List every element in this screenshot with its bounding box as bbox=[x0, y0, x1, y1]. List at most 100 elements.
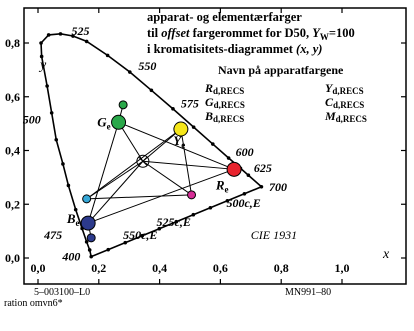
purple-dot-4 bbox=[157, 226, 162, 231]
y-tick-label-2: 0,4 bbox=[5, 144, 20, 158]
wavelength-label-625: 625 bbox=[254, 161, 272, 175]
gamut-edge-0 bbox=[118, 121, 235, 170]
locus-dot-19 bbox=[171, 107, 175, 111]
annotation-0: 500c,E bbox=[226, 196, 260, 210]
locus-dot-11 bbox=[39, 41, 43, 45]
purple-dot-7 bbox=[208, 205, 213, 210]
plot-frame bbox=[23, 7, 407, 285]
spectral-locus bbox=[39, 32, 264, 259]
annotation-2: 550c,E bbox=[123, 228, 157, 242]
white-ray-3 bbox=[142, 128, 182, 162]
gamut-lines bbox=[86, 104, 235, 238]
gamut-edge-5 bbox=[180, 128, 193, 195]
purple-dot-5 bbox=[174, 219, 179, 224]
point-g2 bbox=[118, 100, 128, 110]
wavelength-label-550: 550 bbox=[138, 59, 156, 73]
point-b2 bbox=[86, 233, 96, 243]
locus-dot-20 bbox=[191, 125, 196, 129]
point-label-ge: Ge bbox=[97, 114, 110, 131]
point-y bbox=[173, 121, 189, 137]
point-g bbox=[111, 114, 127, 130]
footer-left-2: ration omvn6* bbox=[4, 298, 63, 309]
legend-entries: Rd,RECS Gd,RECS Bd,RECS Yd,RECS Cd,RECS … bbox=[204, 81, 367, 124]
legend-heading: Navn på apparatfargene bbox=[218, 63, 344, 77]
purple-dot-3 bbox=[140, 233, 145, 238]
annotation-1: 525c,E bbox=[157, 215, 191, 229]
point-label-be: Be bbox=[66, 211, 80, 228]
gamut-edge-4 bbox=[86, 194, 192, 200]
locus-dot-17 bbox=[128, 70, 132, 74]
x-tick-label-2: 0,4 bbox=[152, 261, 167, 275]
legend-entry-y: Yd,RECS bbox=[325, 81, 364, 96]
footer-left-1: 5–003100–L0 bbox=[34, 287, 90, 298]
y-tick-label-0: 0,0 bbox=[5, 251, 20, 265]
gamut-edge-1 bbox=[87, 122, 120, 224]
locus-dot-9 bbox=[45, 84, 49, 88]
point-b bbox=[80, 215, 96, 231]
annotation-3: CIE 1931 bbox=[251, 228, 297, 242]
legend-entry-m: Md,RECS bbox=[324, 109, 367, 124]
purple-dot-6 bbox=[191, 212, 196, 217]
grid-and-ticks: 0,0 0,2 0,4 0,6 0,8 1,0 0,0 0,2 0,4 0,6 0,8 bbox=[5, 8, 406, 284]
title-line-3: i kromatisitets-diagrammet (x, y) bbox=[147, 42, 322, 56]
legend-entry-b: Bd,RECS bbox=[204, 109, 244, 124]
purple-dot-1 bbox=[106, 247, 111, 252]
wavelength-label-475: 475 bbox=[43, 228, 62, 242]
y-tick-label-4: 0,8 bbox=[5, 36, 20, 50]
white-ray-4 bbox=[86, 160, 144, 200]
legend-entry-g: Gd,RECS bbox=[205, 95, 245, 110]
point-c bbox=[82, 194, 92, 204]
locus-dot-13 bbox=[58, 32, 63, 36]
locus-dot-15 bbox=[84, 39, 89, 44]
x-tick-label-3: 0,6 bbox=[213, 261, 228, 275]
x-tick-label-0: 0,0 bbox=[31, 261, 46, 275]
y-tick-label-3: 0,6 bbox=[5, 90, 20, 104]
white-ray-0 bbox=[142, 160, 235, 170]
locus-dot-5 bbox=[66, 183, 71, 188]
locus-dot-22 bbox=[226, 156, 231, 160]
purple-dot-9 bbox=[242, 191, 247, 196]
locus-dot-25 bbox=[259, 184, 264, 189]
point-label-ye: Ye bbox=[173, 133, 185, 150]
y-tick-label-1: 0,2 bbox=[5, 197, 20, 211]
wavelength-label-575: 575 bbox=[181, 97, 199, 111]
title-line-2: til offset fargerommet for D50, YW=100 bbox=[147, 26, 355, 42]
device-color-points bbox=[80, 100, 242, 243]
x-tick-label-4: 0,8 bbox=[274, 261, 289, 275]
white-point-circle bbox=[136, 154, 150, 168]
locus-dot-4 bbox=[73, 207, 78, 212]
white-point-cross-b bbox=[138, 156, 148, 166]
white-ray-1 bbox=[118, 122, 144, 162]
point-m bbox=[187, 190, 197, 200]
legend-entry-c: Cd,RECS bbox=[325, 95, 364, 110]
wavelength-label-600: 600 bbox=[236, 145, 254, 159]
locus-dot-1 bbox=[87, 248, 92, 252]
locus-dot-18 bbox=[149, 88, 154, 93]
wavelength-label-525: 525 bbox=[71, 24, 89, 38]
point-r bbox=[226, 161, 242, 177]
white-ray-5 bbox=[142, 160, 192, 196]
locus-dot-10 bbox=[39, 54, 44, 59]
point-label-re: Re bbox=[215, 177, 229, 194]
locus-dot-21 bbox=[211, 142, 215, 146]
x-tick-label-5: 1,0 bbox=[335, 261, 350, 275]
legend-entry-r: Rd,RECS bbox=[204, 81, 244, 96]
white-ray-2 bbox=[87, 160, 144, 224]
gamut-edge-3 bbox=[86, 128, 182, 200]
locus-dot-24 bbox=[246, 173, 251, 178]
locus-dot-2 bbox=[84, 240, 89, 244]
x-tick-label-1: 0,2 bbox=[91, 261, 106, 275]
locus-curve bbox=[40, 33, 262, 257]
locus-dot-8 bbox=[49, 111, 54, 115]
wavelength-label-700: 700 bbox=[269, 180, 287, 194]
wavelength-label-500: 500 bbox=[23, 113, 41, 127]
purple-dot-8 bbox=[225, 198, 230, 203]
wavelength-label-400: 400 bbox=[61, 250, 80, 264]
locus-dot-14 bbox=[71, 34, 75, 38]
locus-dot-12 bbox=[46, 33, 51, 37]
locus-dot-16 bbox=[105, 53, 110, 58]
y-axis-label: y bbox=[38, 58, 47, 73]
